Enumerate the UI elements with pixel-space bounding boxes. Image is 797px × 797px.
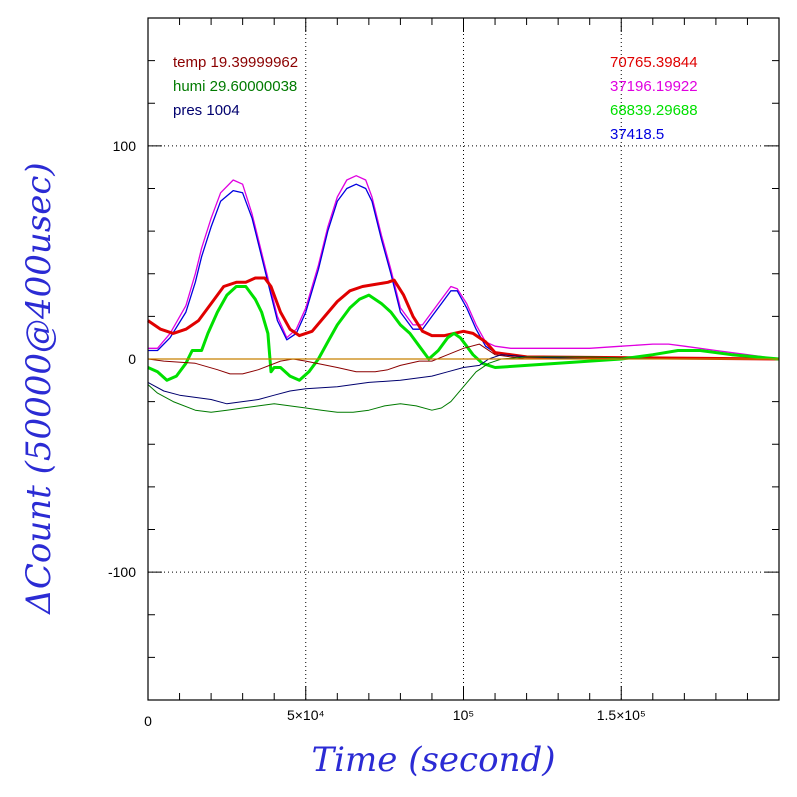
y-tick-label: -100 [108, 564, 136, 580]
series-line-1 [148, 183, 780, 360]
y-axis-label: ΔCount (50000@400usec) [19, 162, 59, 614]
x-tick-label: 5×10⁴ [287, 707, 325, 723]
x-axis-label: Time (second) [311, 740, 556, 780]
legend-left-entry: pres 1004 [173, 102, 240, 119]
x-tick-label: 1.5×10⁵ [597, 707, 646, 723]
series-lines [147, 175, 780, 413]
series-line-4 [147, 343, 779, 375]
legend-right-entry: 37196.19922 [610, 78, 698, 95]
legend-right-entry: 70765.39844 [610, 54, 698, 71]
y-tick-label: 0 [128, 351, 136, 367]
x-tick-label: 10⁵ [453, 707, 474, 723]
series-line-6 [147, 356, 779, 413]
legend: temp 19.39999962 humi 29.60000038 pres 100… [173, 54, 698, 143]
axes: 0 5×10⁴ 10⁵ 1.5×10⁵ 100 0 -100 [108, 17, 780, 729]
legend-right-entry: 37418.5 [610, 126, 664, 143]
series-line-3 [147, 285, 780, 382]
legend-right-entry: 68839.29688 [610, 102, 698, 119]
legend-left-entry: temp 19.39999962 [173, 54, 298, 71]
x-tick-label: 0 [144, 713, 152, 729]
y-tick-label: 100 [113, 138, 137, 154]
series-line-0 [148, 175, 780, 360]
legend-left-entry: humi 29.60000038 [173, 78, 297, 95]
series-line-2 [147, 276, 780, 361]
